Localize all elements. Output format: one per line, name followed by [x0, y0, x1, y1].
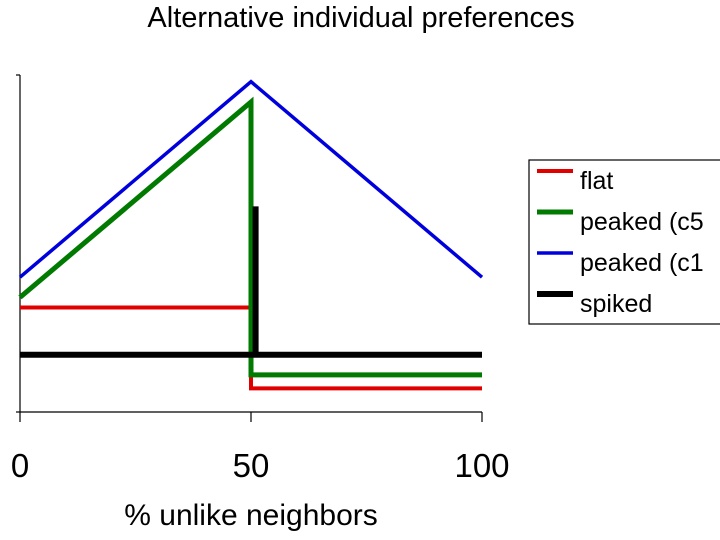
x-axis-label: % unlike neighbors: [124, 499, 378, 532]
chart-title: Alternative individual preferences: [147, 2, 574, 34]
legend-label: peaked (c5: [580, 208, 704, 236]
legend-label: peaked (c1: [580, 249, 704, 277]
x-tick-label: 0: [11, 447, 29, 484]
x-tick-label: 100: [454, 447, 509, 484]
x-tick-label: 50: [233, 447, 270, 484]
x-ticks: 0 50 100: [11, 412, 510, 484]
legend: flat peaked (c5 peaked (c1 spiked: [528, 159, 720, 325]
legend-label: flat: [580, 167, 613, 195]
legend-label: spiked: [580, 290, 652, 318]
series-line-2: [18, 96, 482, 378]
series-line-4: [20, 206, 482, 358]
series-line-3: [18, 79, 484, 279]
series-lines: [18, 79, 484, 391]
legend-box: [528, 159, 720, 325]
